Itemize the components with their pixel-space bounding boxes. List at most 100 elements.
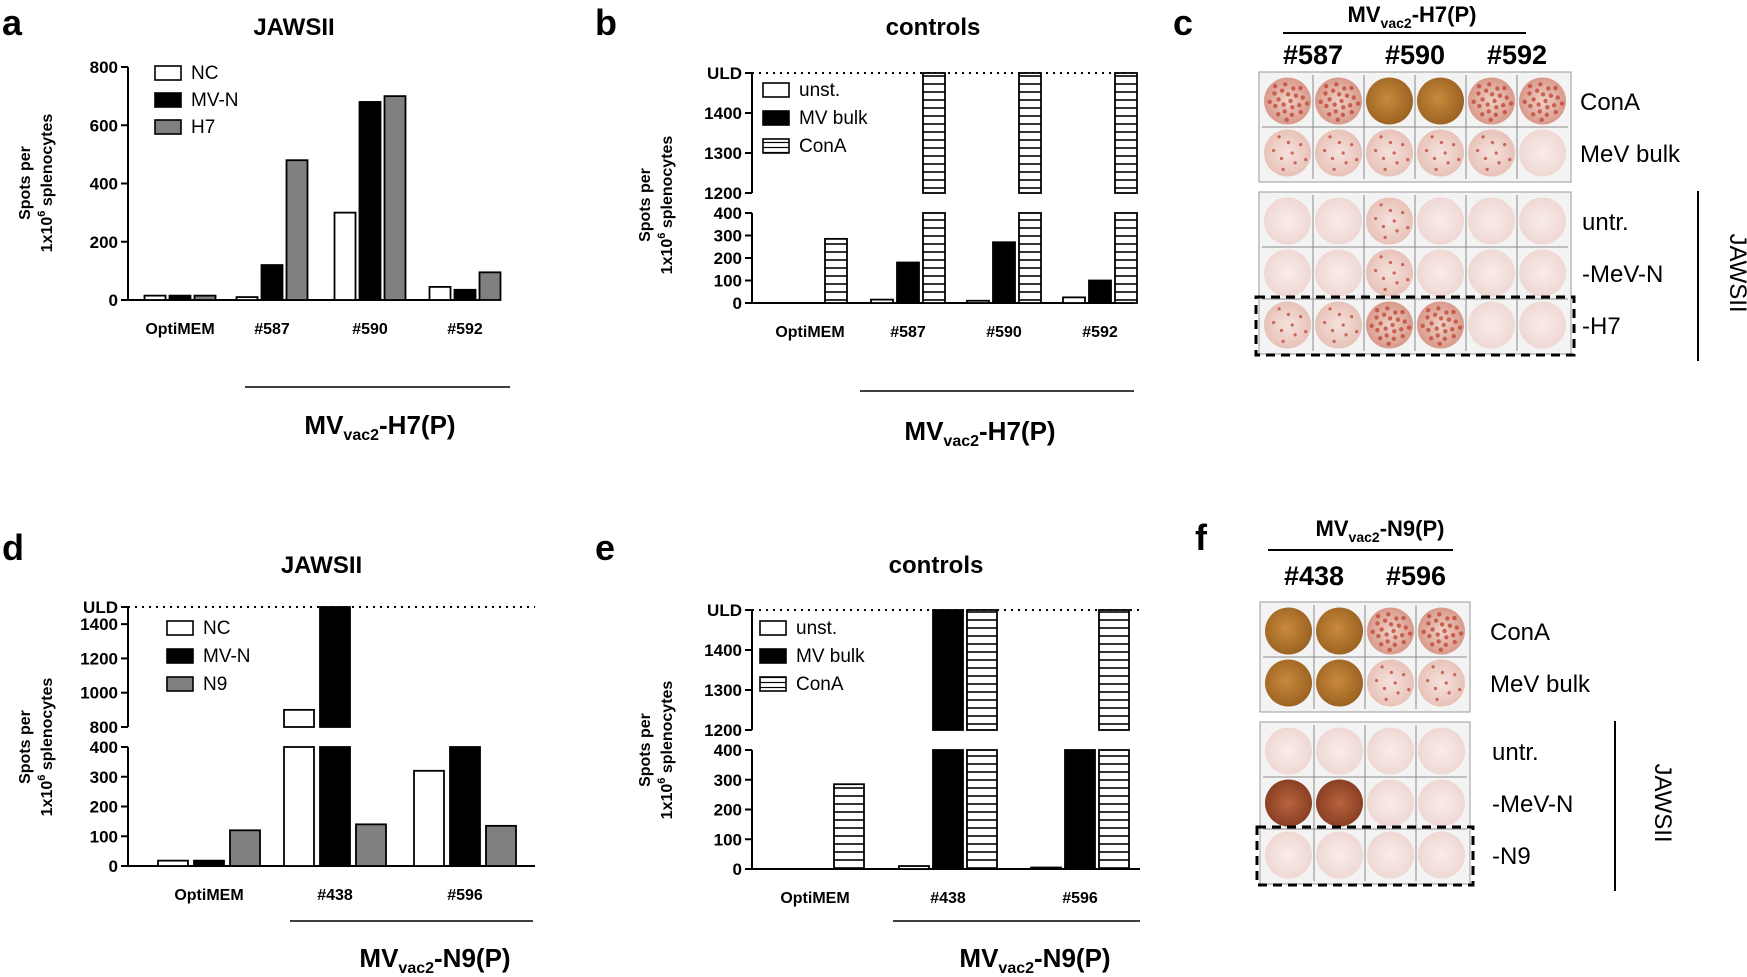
well-spot xyxy=(1480,97,1485,102)
y-axis-label-sup: 6 xyxy=(656,233,668,239)
well-spot xyxy=(1447,623,1453,628)
chart-b-ytick-label: 300 xyxy=(714,227,742,246)
well-spot xyxy=(1277,307,1281,311)
plate-title-main: MV xyxy=(1348,2,1381,27)
bar-b-unst.-#590 xyxy=(966,299,990,304)
y-axis-label-line1: Spots per xyxy=(637,713,654,787)
well-spot xyxy=(1543,98,1548,104)
legend-swatch-NC xyxy=(166,620,194,636)
plate-f-row-label: untr. xyxy=(1492,739,1539,766)
well-spot xyxy=(1279,156,1284,161)
legend-label-unst.: unst. xyxy=(796,618,837,639)
well-spot xyxy=(1401,639,1406,645)
bar-b-MV bulk-#592 xyxy=(1088,279,1112,304)
well-spot xyxy=(1323,84,1329,89)
chart-a-category-label: #590 xyxy=(352,321,388,338)
well-spot xyxy=(1429,321,1434,326)
well-spot xyxy=(1382,686,1387,691)
well-spot xyxy=(1559,101,1565,106)
well-spot xyxy=(1534,88,1540,93)
well-spot xyxy=(1375,327,1380,333)
well-spot xyxy=(1446,317,1452,322)
y-axis-label-line2: 1x10 xyxy=(659,784,676,820)
well-spot xyxy=(1281,339,1285,343)
well-spot xyxy=(1508,101,1514,106)
bar-d-MV-N-#596 xyxy=(449,746,481,867)
well-spot xyxy=(1344,333,1348,337)
bar-a-NC-#590 xyxy=(333,211,357,301)
well-spot xyxy=(1537,109,1542,114)
well-spot xyxy=(1400,309,1405,315)
well-spot xyxy=(1272,84,1278,89)
well-spot xyxy=(1432,312,1438,317)
well-spot xyxy=(1486,109,1491,114)
chart-e-uld-label: ULD xyxy=(707,601,742,620)
chart-b-y-axis-label: Spots per 1x106 splenocytes xyxy=(637,136,676,275)
well-spot xyxy=(1458,631,1464,636)
chart-b-ytick-label: 1400 xyxy=(704,104,742,123)
plate-f-row-label: -N9 xyxy=(1492,843,1531,870)
chart-d-group-label: MVvac2-N9(P) xyxy=(359,943,510,977)
plate-f-header: #438 xyxy=(1284,561,1344,591)
well-spot xyxy=(1326,112,1332,117)
chart-d-ytick-label: 1200 xyxy=(80,649,118,668)
legend-label-MV-N: MV-N xyxy=(191,90,239,111)
well-spot xyxy=(1385,306,1390,311)
plate-c-well xyxy=(1366,129,1413,177)
well-spot xyxy=(1508,158,1512,162)
well-spot xyxy=(1388,140,1393,145)
well-spot xyxy=(1386,612,1391,617)
plate-c-header: #592 xyxy=(1487,40,1547,70)
chart-d-ytick-label: 800 xyxy=(90,718,118,737)
well-spot xyxy=(1420,323,1425,328)
well-spot xyxy=(1406,226,1410,230)
chart-d-ytick-label: 100 xyxy=(90,827,118,846)
plate-c-well xyxy=(1264,249,1311,297)
well-spot xyxy=(1273,103,1278,109)
well-spot xyxy=(1299,315,1303,319)
legend-label-MV bulk: MV bulk xyxy=(796,646,865,667)
group-label-main: MV xyxy=(959,943,999,973)
plate-c-side-label: JAWSII xyxy=(1724,233,1747,312)
well-spot xyxy=(1424,148,1429,153)
well-spot xyxy=(1286,312,1291,317)
well-spot xyxy=(1285,92,1291,97)
chart-b-ytick-label: 400 xyxy=(714,204,742,223)
plate-c-well xyxy=(1366,197,1413,245)
bar-b-unst.-#592 xyxy=(1062,296,1086,304)
chart-d-ytick-label: 400 xyxy=(90,738,118,757)
bar-a-H7-#590 xyxy=(383,95,407,301)
plate-c-well xyxy=(1315,301,1362,349)
well-spot xyxy=(1476,84,1482,89)
well-spot xyxy=(1327,97,1332,102)
well-spot xyxy=(1453,319,1458,324)
well-spot xyxy=(1286,140,1291,145)
plate-c-well xyxy=(1468,301,1515,349)
well-spot xyxy=(1536,102,1541,107)
chart-d-ytick-label: 300 xyxy=(90,768,118,787)
well-spot xyxy=(1379,255,1383,259)
well-spot xyxy=(1324,103,1329,109)
well-spot xyxy=(1438,316,1444,321)
legend-swatch-N9 xyxy=(166,676,194,692)
well-spot xyxy=(1393,681,1397,685)
well-spot xyxy=(1347,103,1353,108)
chart-a-ytick-label: 800 xyxy=(90,58,118,77)
bar-d-MV-N-OptiMEM xyxy=(193,859,225,867)
well-spot xyxy=(1401,211,1405,215)
legend-swatch-unst. xyxy=(759,620,787,636)
well-spot xyxy=(1377,336,1383,341)
well-spot xyxy=(1437,341,1442,346)
well-spot xyxy=(1342,86,1347,91)
legend-label-NC: NC xyxy=(203,618,230,639)
well-spot xyxy=(1435,333,1440,338)
well-spot xyxy=(1452,639,1457,645)
well-spot xyxy=(1344,161,1348,165)
chart-e-ytick-label: 1400 xyxy=(704,641,742,660)
well-spot xyxy=(1445,616,1450,621)
well-spot xyxy=(1328,307,1332,311)
y-axis-label-sup: 6 xyxy=(36,211,48,217)
well-spot xyxy=(1304,101,1310,106)
well-spot xyxy=(1369,323,1374,328)
